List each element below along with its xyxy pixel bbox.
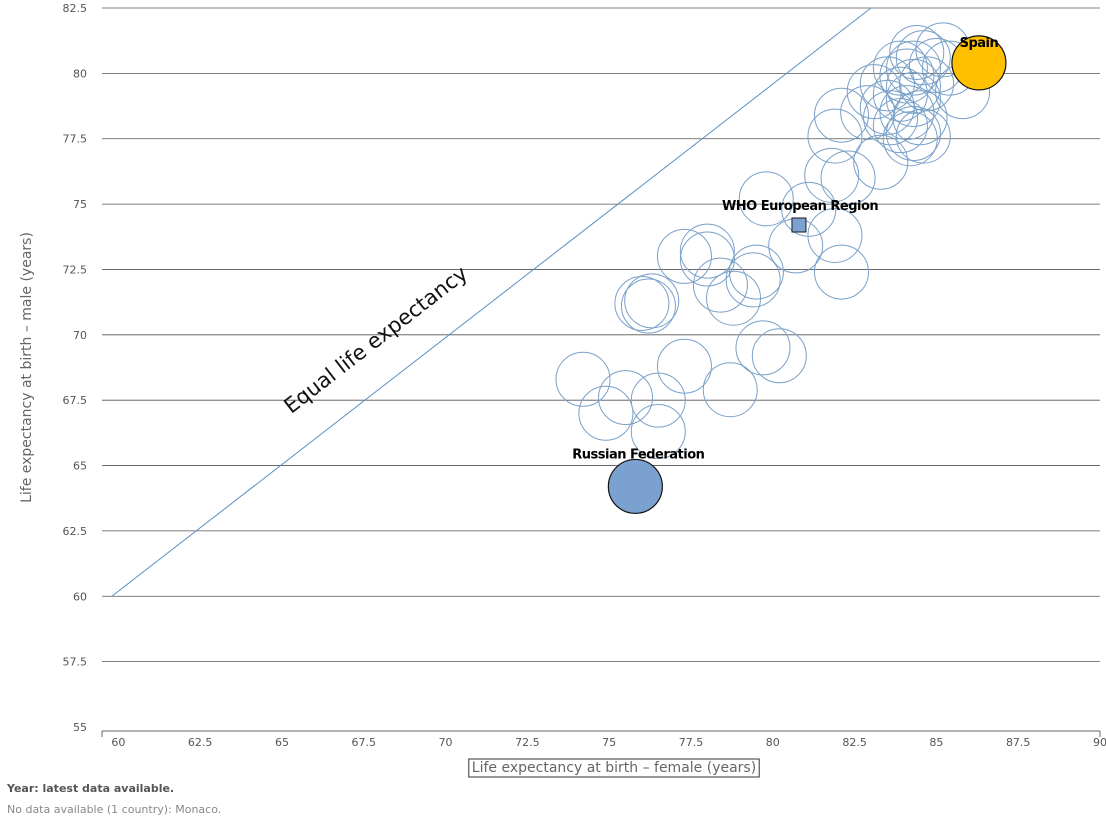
- highlight-label: Spain: [960, 36, 999, 51]
- x-tick-label: 90: [1093, 736, 1106, 749]
- country-bubble: [859, 56, 915, 112]
- country-bubble: [614, 275, 670, 331]
- country-bubble: [872, 40, 928, 96]
- country-bubble: [738, 171, 794, 227]
- country-bubble: [853, 134, 909, 190]
- country-bubble: [620, 278, 676, 334]
- country-bubble: [807, 207, 863, 263]
- country-bubble: [751, 328, 807, 384]
- y-tick-label: 77.5: [63, 133, 88, 146]
- y-tick-label: 55: [73, 721, 87, 734]
- country-bubble: [679, 223, 735, 279]
- x-axis-title: Life expectancy at birth – female (years…: [472, 760, 756, 776]
- region-marker: [791, 217, 807, 233]
- country-bubble: [679, 231, 735, 287]
- x-tick-label: 62.5: [188, 736, 213, 749]
- country-bubble: [624, 273, 680, 329]
- country-bubble: [656, 228, 712, 284]
- country-bubble: [814, 244, 870, 300]
- highlight-label: Russian Federation: [572, 447, 704, 462]
- y-tick-label: 70: [73, 329, 87, 342]
- country-bubble: [885, 105, 941, 161]
- year-note: Year: latest data available.: [7, 782, 175, 795]
- highlight-bubble: [607, 458, 663, 515]
- country-bubble: [820, 150, 876, 206]
- country-bubble: [872, 98, 928, 154]
- country-bubble: [781, 181, 837, 237]
- x-tick-label: 87.5: [1006, 736, 1031, 749]
- country-bubble: [863, 90, 919, 146]
- x-tick-label: 82.5: [842, 736, 867, 749]
- country-bubble: [735, 320, 791, 376]
- country-bubble: [702, 362, 758, 418]
- country-bubble: [859, 79, 915, 135]
- y-tick-label: 75: [73, 198, 87, 211]
- y-tick-label: 80: [73, 67, 87, 80]
- region-marker-label: WHO European Region: [722, 199, 878, 214]
- country-bubble: [630, 404, 686, 460]
- equal-life-expectancy-line: [111, 7, 872, 597]
- y-tick-label: 60: [73, 590, 87, 603]
- x-tick-label: 77.5: [679, 736, 704, 749]
- country-bubble: [598, 370, 654, 426]
- x-tick-label: 80: [766, 736, 780, 749]
- no-data-note: No data available (1 country): Monaco.: [7, 803, 222, 816]
- x-axis-title-box: [468, 758, 760, 778]
- x-tick-label: 60: [111, 736, 125, 749]
- country-bubble: [706, 270, 762, 326]
- country-bubble: [814, 87, 870, 143]
- y-tick-label: 65: [73, 460, 87, 473]
- country-bubble: [895, 108, 951, 164]
- country-bubble: [899, 56, 955, 112]
- country-bubble: [895, 30, 951, 86]
- country-bubble: [725, 252, 781, 308]
- x-tick-label: 65: [275, 736, 289, 749]
- y-tick-label: 57.5: [63, 656, 88, 669]
- country-bubble: [630, 372, 686, 428]
- x-tick-label: 75: [602, 736, 616, 749]
- country-bubble: [885, 40, 941, 96]
- y-tick-label: 82.5: [63, 2, 88, 15]
- country-bubble: [840, 85, 896, 141]
- x-tick-label: 85: [929, 736, 943, 749]
- country-bubble: [578, 385, 634, 441]
- y-tick-label: 62.5: [63, 525, 88, 538]
- country-bubble: [889, 24, 945, 80]
- y-axis-title: Life expectancy at birth – male (years): [19, 232, 35, 503]
- country-bubble: [807, 108, 863, 164]
- y-tick-label: 67.5: [63, 394, 88, 407]
- country-bubble: [555, 351, 611, 407]
- country-bubble: [882, 111, 938, 167]
- y-tick-label: 72.5: [63, 263, 88, 276]
- highlight-bubble: [951, 35, 1007, 91]
- x-tick-label: 72.5: [515, 736, 540, 749]
- x-tick-label: 70: [439, 736, 453, 749]
- country-bubble: [804, 147, 860, 203]
- country-bubble: [728, 244, 784, 300]
- country-bubble: [692, 257, 748, 313]
- x-tick-label: 67.5: [352, 736, 377, 749]
